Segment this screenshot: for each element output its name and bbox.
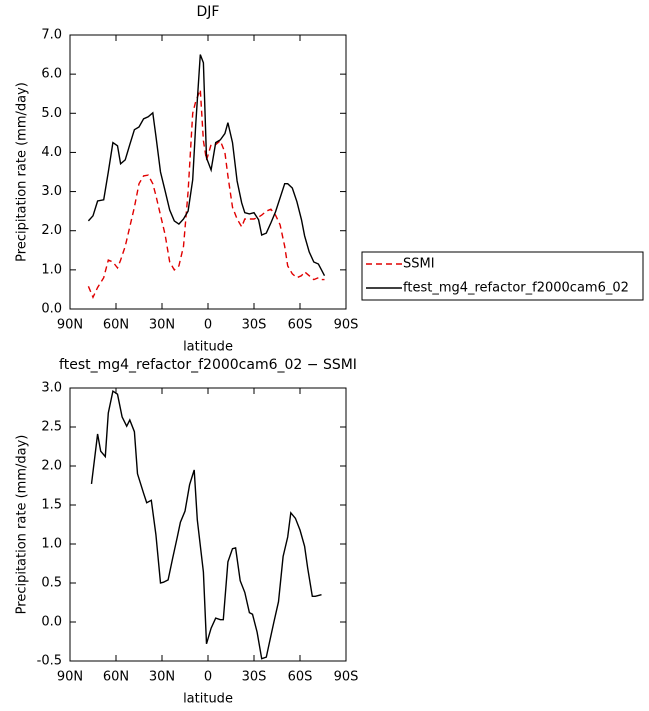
x-tick-label: 0 [204, 318, 212, 333]
x-axis-label: latitude [183, 692, 233, 707]
y-tick-label: 4.0 [41, 145, 62, 160]
y-tick-label: 2.5 [41, 420, 62, 435]
chart-title: ftest_mg4_refactor_f2000cam6_02 − SSMI [59, 357, 357, 373]
y-tick-label: 0.5 [41, 576, 62, 591]
y-tick-label: 6.0 [41, 67, 62, 82]
data-line [87, 89, 325, 300]
x-tick-label: 60N [103, 318, 129, 333]
x-tick-label: 0 [204, 670, 212, 685]
x-tick-label: 90S [334, 670, 359, 685]
x-tick-label: 30S [242, 318, 267, 333]
y-tick-label: 1.5 [41, 498, 62, 513]
y-tick-label: 0.0 [41, 615, 62, 630]
y-tick-label: 0.0 [41, 302, 62, 317]
legend-box [361, 251, 644, 301]
y-axis-label: Precipitation rate (mm/day) [15, 82, 30, 262]
y-tick-label: 3.0 [41, 184, 62, 199]
x-axis-label: latitude [183, 340, 233, 355]
x-tick-label: 90S [334, 318, 359, 333]
x-tick-label: 30N [149, 670, 175, 685]
x-tick-label: 90N [57, 318, 83, 333]
y-tick-label: 2.0 [41, 223, 62, 238]
y-tick-label: 3.0 [41, 381, 62, 396]
data-line [87, 54, 326, 277]
plot-frame [69, 387, 347, 662]
x-tick-label: 30S [242, 670, 267, 685]
legend-label: ftest_mg4_refactor_f2000cam6_02 [403, 281, 629, 296]
x-tick-label: 60N [103, 670, 129, 685]
legend-label: SSMI [403, 257, 435, 272]
y-tick-label: 5.0 [41, 106, 62, 121]
y-tick-label: 2.0 [41, 459, 62, 474]
plot-frame [69, 34, 347, 310]
y-tick-label: -0.5 [37, 654, 62, 669]
data-line [90, 389, 322, 660]
x-tick-label: 60S [288, 670, 313, 685]
y-tick-label: 1.0 [41, 537, 62, 552]
y-tick-label: 7.0 [41, 28, 62, 43]
x-tick-label: 90N [57, 670, 83, 685]
y-axis-label: Precipitation rate (mm/day) [15, 435, 30, 615]
chart-title: DJF [197, 4, 220, 20]
x-tick-label: 30N [149, 318, 175, 333]
x-tick-label: 60S [288, 318, 313, 333]
y-tick-label: 1.0 [41, 262, 62, 277]
